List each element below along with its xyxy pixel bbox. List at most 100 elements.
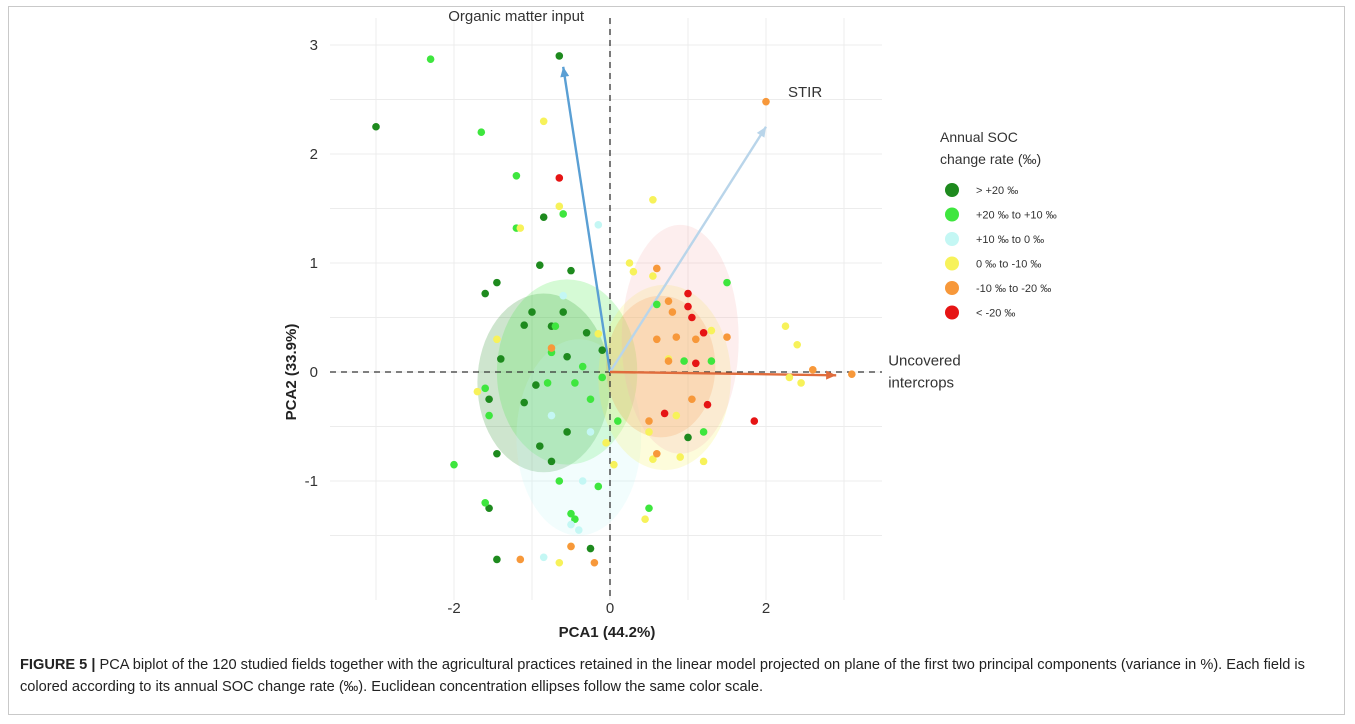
legend-swatch <box>945 305 959 320</box>
data-point <box>684 302 692 311</box>
data-point <box>781 322 790 331</box>
point-layer <box>372 52 856 567</box>
data-point <box>653 335 661 344</box>
data-point <box>485 411 493 420</box>
data-point <box>551 322 560 331</box>
data-point <box>426 55 435 63</box>
legend-title: Annual SOC <box>940 129 1018 145</box>
data-point <box>555 558 564 567</box>
tick-labels: -2 0 2 -1 0 1 2 3 <box>305 37 771 617</box>
data-point <box>676 453 684 461</box>
data-point <box>664 357 673 365</box>
data-point <box>536 261 544 269</box>
x-tick-label: 0 <box>606 600 614 617</box>
data-point <box>575 526 583 534</box>
x-tick-label: -2 <box>447 600 460 617</box>
y-tick-label: 0 <box>310 364 318 381</box>
zero-lines <box>330 18 882 600</box>
data-point <box>520 321 528 329</box>
data-point <box>590 558 599 567</box>
legend-label: 0 ‰ to -10 ‰ <box>976 259 1041 271</box>
data-point <box>567 542 575 551</box>
loading-arrow-head <box>756 126 766 138</box>
data-point <box>598 346 606 355</box>
data-point <box>473 387 482 396</box>
figure-frame <box>8 6 1345 715</box>
data-point <box>707 357 716 365</box>
loading-label: Uncovered <box>888 352 961 369</box>
data-point <box>750 417 759 425</box>
data-point <box>707 326 716 335</box>
data-point <box>684 433 692 442</box>
legend-label: +20 ‰ to +10 ‰ <box>976 210 1057 222</box>
loading-label: Organic matter input <box>448 8 585 25</box>
loading-arrow-head <box>560 66 570 78</box>
data-point <box>653 449 661 458</box>
data-point <box>512 172 521 180</box>
figure-caption: FIGURE 5 | PCA biplot of the 120 studied… <box>20 654 1338 698</box>
x-axis-title: PCA1 (44.2%) <box>559 624 656 641</box>
legend-label: < -20 ‰ <box>976 308 1015 320</box>
data-point <box>809 366 817 374</box>
data-point <box>660 409 669 418</box>
data-point <box>723 278 731 287</box>
y-tick-label: 3 <box>310 37 318 54</box>
data-point <box>481 289 490 298</box>
data-point <box>586 428 595 436</box>
data-point <box>645 417 653 425</box>
data-point <box>497 355 505 363</box>
data-point <box>641 515 649 523</box>
data-point <box>493 278 501 287</box>
loading-arrow-shaft <box>608 126 768 373</box>
concentration-ellipse <box>606 295 716 438</box>
data-point <box>520 398 528 407</box>
data-point <box>547 457 556 466</box>
data-point <box>629 267 638 276</box>
data-point <box>703 400 712 409</box>
data-point <box>539 117 548 126</box>
data-point <box>699 457 708 466</box>
data-point <box>664 297 673 305</box>
y-tick-label: 2 <box>310 146 318 163</box>
data-point <box>528 308 536 316</box>
data-point <box>672 411 681 420</box>
data-point <box>559 291 567 300</box>
data-point <box>848 370 856 378</box>
data-point <box>614 417 622 425</box>
data-point <box>450 460 458 469</box>
y-tick-label: 1 <box>310 255 318 272</box>
data-point <box>582 328 591 337</box>
data-point <box>645 504 653 513</box>
grid-layer <box>330 18 882 600</box>
data-point <box>555 174 564 182</box>
loading-arrow-head <box>826 370 837 380</box>
data-point <box>493 449 501 458</box>
data-point <box>477 128 486 136</box>
data-point <box>668 308 677 316</box>
data-point <box>610 460 618 469</box>
data-point <box>493 555 501 564</box>
concentration-ellipse <box>516 339 642 536</box>
legend-label: +10 ‰ to 0 ‰ <box>976 234 1044 246</box>
legend-swatch <box>945 232 959 246</box>
legend: Annual SOC change rate (‰) > +20 ‰ +20 ‰ to… <box>940 129 1057 320</box>
concentration-ellipse <box>477 293 610 473</box>
legend-swatch <box>945 256 959 271</box>
data-point <box>785 373 794 382</box>
legend-swatch <box>945 281 959 295</box>
data-point <box>793 340 801 349</box>
legend-title: change rate (‰) <box>940 151 1041 167</box>
data-point <box>547 344 556 352</box>
data-point <box>680 357 688 365</box>
data-point <box>536 442 544 450</box>
data-point <box>649 455 657 464</box>
data-point <box>539 553 548 562</box>
data-point <box>563 428 571 436</box>
data-point <box>692 359 700 368</box>
data-point <box>653 264 661 273</box>
loading-label: intercrops <box>888 374 954 391</box>
legend-swatch <box>945 207 959 222</box>
loading-arrow-shaft <box>609 370 837 377</box>
data-point <box>672 333 681 341</box>
data-point <box>516 224 525 232</box>
